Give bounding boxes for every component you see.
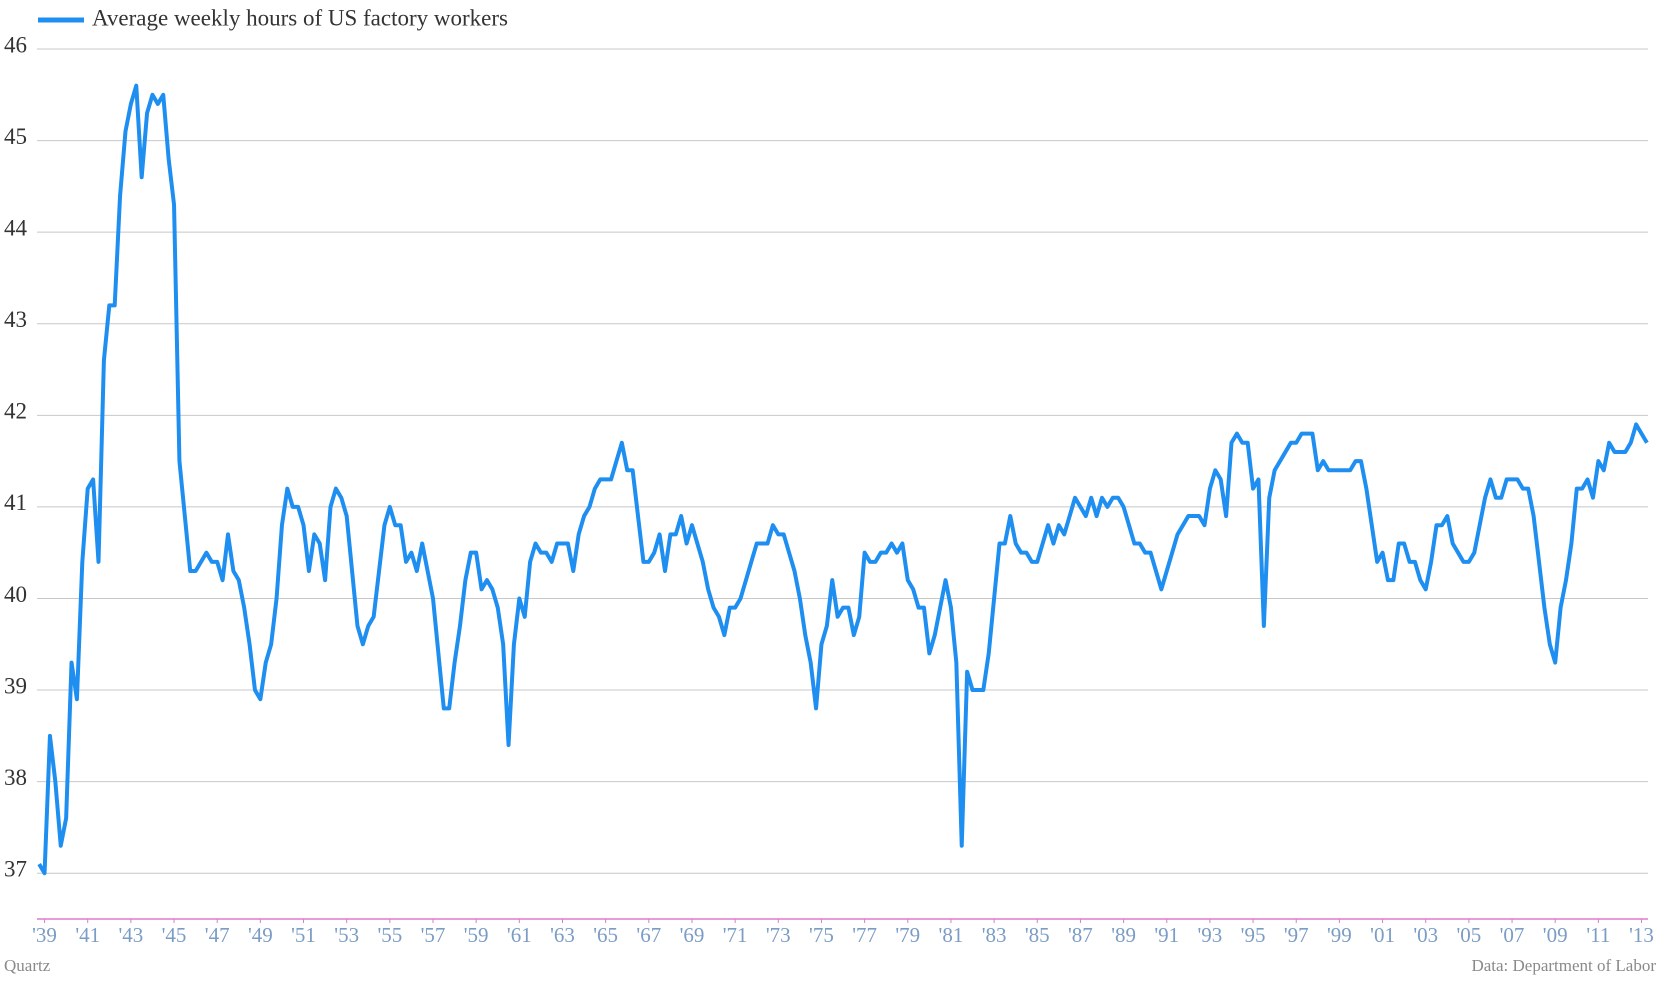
y-tick-label: 37: [4, 856, 27, 881]
y-tick-label: 43: [4, 307, 27, 332]
x-tick-label: '85: [1025, 923, 1050, 947]
x-tick-label: '71: [723, 923, 748, 947]
x-tick-label: '67: [636, 923, 661, 947]
x-tick-label: '07: [1500, 923, 1525, 947]
y-tick-label: 39: [4, 673, 27, 698]
x-tick-label: '41: [75, 923, 100, 947]
x-tick-label: '03: [1413, 923, 1438, 947]
x-tick-label: '75: [809, 923, 834, 947]
source: Data: Department of Labor: [1471, 956, 1656, 975]
x-tick-label: '77: [852, 923, 877, 947]
y-tick-label: 46: [4, 32, 27, 57]
x-tick-label: '47: [205, 923, 230, 947]
data-line: [37, 83, 1649, 876]
x-tick-label: '87: [1068, 923, 1093, 947]
x-tick-label: '59: [464, 923, 489, 947]
x-tick-label: '11: [1586, 923, 1610, 947]
x-tick-label: '69: [680, 923, 705, 947]
x-tick-label: '73: [766, 923, 791, 947]
x-tick-label: '83: [982, 923, 1007, 947]
x-tick-label: '43: [118, 923, 143, 947]
x-tick-label: '05: [1456, 923, 1481, 947]
y-tick-label: 40: [4, 582, 27, 607]
x-tick-label: '49: [248, 923, 273, 947]
x-tick-label: '61: [507, 923, 532, 947]
x-tick-label: '55: [377, 923, 402, 947]
y-tick-label: 44: [4, 215, 28, 240]
x-tick-label: '91: [1154, 923, 1179, 947]
x-tick-label: '63: [550, 923, 575, 947]
x-tick-label: '09: [1543, 923, 1568, 947]
y-tick-label: 41: [4, 490, 27, 515]
x-tick-label: '01: [1370, 923, 1395, 947]
credit: Quartz: [4, 956, 51, 975]
y-tick-label: 38: [4, 765, 27, 790]
y-tick-label: 45: [4, 124, 27, 149]
x-tick-label: '65: [593, 923, 618, 947]
x-tick-label: '79: [895, 923, 920, 947]
x-tick-label: '95: [1241, 923, 1266, 947]
y-tick-label: 42: [4, 399, 27, 424]
x-tick-label: '45: [162, 923, 187, 947]
x-tick-label: '53: [334, 923, 359, 947]
x-tick-label: '13: [1629, 923, 1654, 947]
x-tick-label: '39: [32, 923, 57, 947]
x-tick-label: '57: [421, 923, 446, 947]
x-tick-label: '89: [1111, 923, 1136, 947]
x-tick-label: '81: [939, 923, 964, 947]
x-tick-label: '51: [291, 923, 316, 947]
x-tick-label: '99: [1327, 923, 1352, 947]
x-tick-label: '93: [1198, 923, 1223, 947]
legend-label: Average weekly hours of US factory worke…: [92, 5, 508, 30]
x-tick-label: '97: [1284, 923, 1309, 947]
